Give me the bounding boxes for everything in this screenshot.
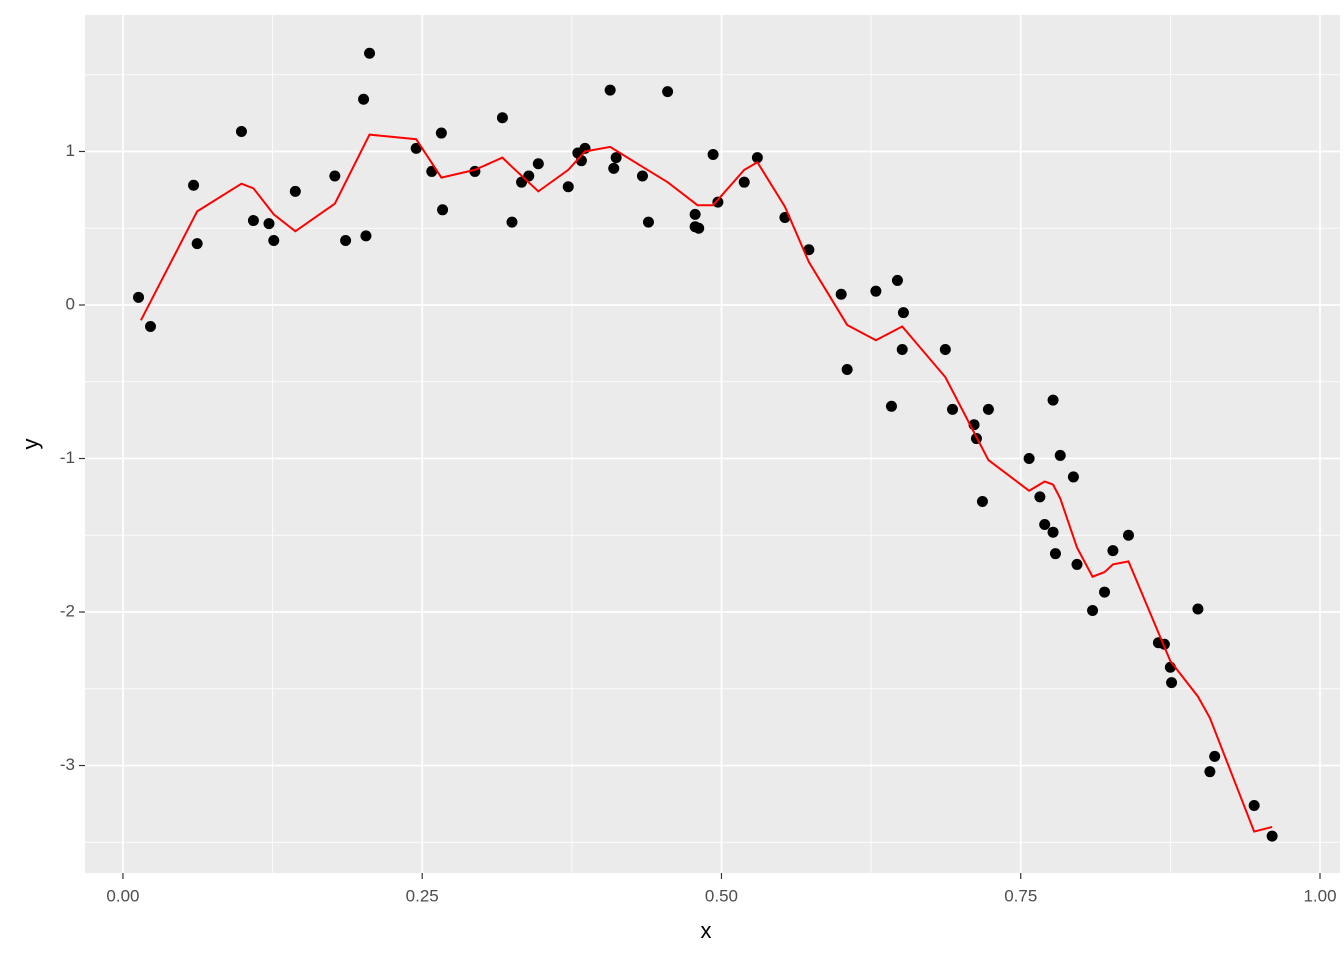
y-tick-label: 1 (66, 141, 75, 160)
x-axis-title: x (701, 918, 712, 943)
point (364, 47, 376, 59)
point (751, 152, 763, 164)
point (289, 185, 301, 197)
point (693, 222, 705, 234)
point (712, 196, 724, 208)
x-tick-label: 0.75 (1004, 886, 1037, 905)
point (1087, 604, 1099, 616)
point (604, 84, 616, 96)
point (191, 238, 203, 250)
point (562, 181, 574, 193)
point (496, 112, 508, 124)
point (435, 127, 447, 139)
y-tick-label: 0 (66, 294, 75, 313)
point (437, 204, 449, 216)
point (947, 403, 959, 415)
point (506, 216, 518, 228)
y-axis-title: y (18, 439, 43, 450)
point (803, 244, 815, 256)
point (1209, 750, 1221, 762)
point (247, 215, 259, 227)
point (1071, 558, 1083, 570)
point (144, 320, 156, 332)
point (1266, 830, 1278, 842)
point (1122, 529, 1134, 541)
point (976, 495, 988, 507)
point (1192, 603, 1204, 615)
x-tick-label: 0.00 (106, 886, 139, 905)
point (636, 170, 648, 182)
point (662, 86, 674, 98)
point (870, 285, 882, 297)
point (360, 230, 372, 242)
point (939, 344, 951, 356)
x-tick-label: 0.25 (406, 886, 439, 905)
point (358, 93, 370, 105)
point (1047, 526, 1059, 538)
point (1034, 491, 1046, 503)
point (1054, 449, 1066, 461)
point (841, 363, 853, 375)
point (188, 179, 200, 191)
point (896, 344, 908, 356)
point (263, 218, 275, 230)
point (1248, 799, 1260, 811)
y-tick-label: -3 (60, 755, 75, 774)
point (329, 170, 341, 182)
point (1166, 677, 1178, 689)
y-tick-label: -2 (60, 602, 75, 621)
point (268, 235, 280, 247)
point (1204, 766, 1216, 778)
point (608, 162, 620, 174)
point (885, 400, 897, 412)
x-tick-label: 1.00 (1303, 886, 1336, 905)
point (1107, 545, 1119, 557)
point (1039, 519, 1051, 531)
point (133, 291, 145, 303)
point (982, 403, 994, 415)
point (532, 158, 544, 170)
panel (85, 15, 1340, 873)
point (1047, 394, 1059, 406)
point (1049, 548, 1061, 560)
point (891, 274, 903, 286)
x-tick-label: 0.50 (705, 886, 738, 905)
point (897, 307, 909, 319)
point (835, 288, 847, 300)
point (610, 152, 622, 164)
y-tick-label: -1 (60, 448, 75, 467)
point (707, 149, 719, 161)
point (642, 216, 654, 228)
point (1067, 471, 1079, 483)
point (340, 235, 352, 247)
point (1099, 586, 1111, 598)
point (235, 126, 247, 138)
line (140, 133, 1273, 833)
point (689, 208, 701, 220)
point (410, 142, 422, 154)
point (738, 176, 750, 188)
point (1023, 453, 1035, 465)
